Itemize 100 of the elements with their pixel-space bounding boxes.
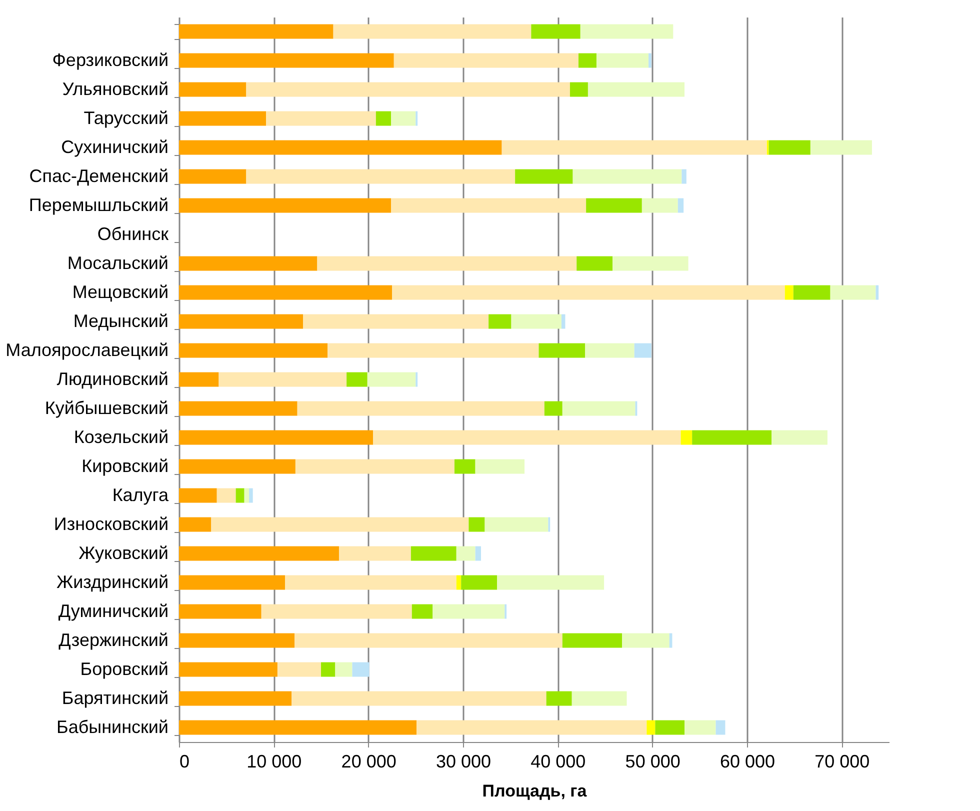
- bar: [179, 372, 219, 387]
- bar: [391, 198, 586, 213]
- bar: [179, 546, 339, 561]
- bar: [335, 662, 352, 677]
- bar: [772, 430, 828, 445]
- bar: [391, 111, 416, 126]
- bar: [376, 111, 392, 126]
- x-tick-label: 0: [180, 752, 190, 772]
- bar: [830, 285, 876, 300]
- bar: [346, 372, 368, 387]
- y-tick-label: Боровский: [80, 659, 168, 679]
- y-tick-label: Ферзиковский: [52, 50, 168, 70]
- bar: [179, 314, 304, 329]
- bar: [648, 53, 652, 68]
- y-tick-label: Куйбышевский: [44, 398, 168, 418]
- y-tick-label: Ульяновский: [62, 79, 168, 99]
- bar: [546, 691, 572, 706]
- bar: [456, 575, 462, 590]
- bar: [678, 198, 684, 213]
- bar: [515, 169, 573, 184]
- bar: [297, 401, 544, 416]
- bar: [179, 140, 502, 155]
- bar: [179, 488, 217, 503]
- y-tick-label: Спас-Деменский: [29, 166, 168, 186]
- bar: [642, 198, 678, 213]
- y-tick-label: Жуковский: [78, 543, 168, 563]
- bar: [179, 82, 246, 97]
- bar: [484, 517, 548, 532]
- y-tick-label: Дзержинский: [58, 630, 168, 650]
- bar: [596, 53, 649, 68]
- bar: [468, 517, 485, 532]
- bar: [588, 82, 685, 97]
- bar: [572, 691, 627, 706]
- bar: [612, 256, 688, 271]
- bar: [179, 169, 246, 184]
- y-tick-label: Калуга: [112, 485, 170, 505]
- bar: [294, 633, 562, 648]
- y-tick-label: Тарусский: [84, 108, 168, 128]
- bar: [211, 517, 469, 532]
- bar: [502, 140, 767, 155]
- bar: [646, 720, 656, 735]
- bar: [249, 488, 253, 503]
- bar: [179, 285, 392, 300]
- bar: [793, 285, 830, 300]
- bar: [497, 575, 604, 590]
- bar: [179, 604, 262, 619]
- bar: [412, 604, 433, 619]
- bar: [585, 343, 634, 358]
- bar: [179, 517, 212, 532]
- bar: [179, 575, 286, 590]
- y-tick-label: Малоярославецкий: [6, 340, 168, 360]
- bar: [716, 720, 726, 735]
- bar: [784, 285, 794, 300]
- bar: [562, 401, 636, 416]
- y-tick-label: Барятинский: [62, 688, 168, 708]
- bar: [236, 488, 244, 503]
- bar: [261, 604, 412, 619]
- x-tick-label: 40 000: [530, 752, 586, 772]
- bar: [655, 720, 685, 735]
- y-tick-label: Мещовский: [72, 282, 168, 302]
- bar: [266, 111, 376, 126]
- bar: [682, 169, 686, 184]
- y-tick-label: Износковский: [54, 514, 168, 534]
- bar: [246, 169, 516, 184]
- bar: [321, 662, 336, 677]
- y-tick-label: Жиздринский: [56, 572, 168, 592]
- bar: [634, 343, 652, 358]
- bar: [586, 198, 642, 213]
- y-tick-label: Людиновский: [56, 369, 168, 389]
- bar: [292, 691, 546, 706]
- bar: [179, 24, 334, 39]
- bar: [576, 256, 613, 271]
- bar: [511, 314, 562, 329]
- bar: [461, 575, 498, 590]
- y-tick-label: Кировский: [82, 456, 168, 476]
- bar: [531, 24, 580, 39]
- bar: [410, 546, 456, 561]
- bar: [179, 430, 374, 445]
- bar: [216, 488, 236, 503]
- bar: [680, 430, 692, 445]
- x-axis-title: Площадь, га: [482, 782, 588, 800]
- bar: [578, 53, 596, 68]
- bar: [475, 459, 525, 474]
- x-tick-label: 50 000: [625, 752, 680, 772]
- bar: [572, 169, 682, 184]
- y-tick-label: Козельский: [74, 427, 168, 447]
- bar: [367, 372, 416, 387]
- bar: [768, 140, 810, 155]
- bar: [570, 82, 588, 97]
- bar: [538, 343, 586, 358]
- bar: [179, 459, 296, 474]
- bar: [373, 430, 681, 445]
- x-tick-label: 70 000: [814, 752, 870, 772]
- bar: [179, 198, 392, 213]
- bar: [454, 459, 476, 474]
- bar: [179, 691, 292, 706]
- bar: [179, 256, 318, 271]
- bar: [179, 633, 294, 648]
- bar: [179, 343, 328, 358]
- y-tick-label: Думиничский: [58, 601, 168, 621]
